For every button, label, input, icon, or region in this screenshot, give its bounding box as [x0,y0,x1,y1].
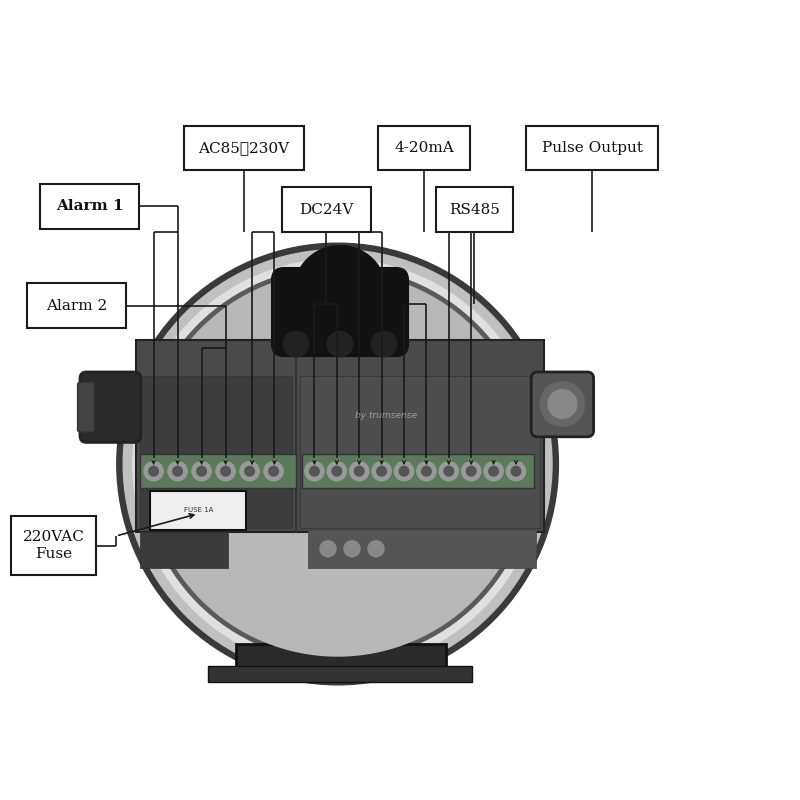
Circle shape [368,541,384,557]
Circle shape [350,462,369,481]
Circle shape [540,382,585,426]
FancyBboxPatch shape [140,532,228,568]
Circle shape [422,466,431,476]
Circle shape [149,466,158,476]
Circle shape [332,466,342,476]
Circle shape [354,466,364,476]
Text: DC24V: DC24V [299,202,354,217]
Circle shape [305,462,324,481]
Circle shape [399,466,409,476]
Text: Alarm 2: Alarm 2 [46,298,107,313]
Circle shape [462,462,481,481]
Text: Pulse Output: Pulse Output [542,141,642,155]
FancyBboxPatch shape [27,283,126,328]
Text: by trumsense: by trumsense [354,411,417,421]
Circle shape [484,462,503,481]
Circle shape [216,462,235,481]
FancyBboxPatch shape [140,376,292,528]
Circle shape [394,462,414,481]
Text: 4-20mA: 4-20mA [394,141,454,155]
FancyBboxPatch shape [236,644,446,676]
Circle shape [489,466,498,476]
Circle shape [511,466,521,476]
Circle shape [283,331,309,357]
Circle shape [123,250,552,678]
FancyBboxPatch shape [378,126,470,170]
FancyBboxPatch shape [282,187,370,232]
FancyBboxPatch shape [531,372,594,437]
FancyBboxPatch shape [40,184,139,229]
FancyBboxPatch shape [78,382,94,432]
FancyBboxPatch shape [302,454,534,488]
FancyBboxPatch shape [150,491,246,530]
FancyBboxPatch shape [436,187,513,232]
Circle shape [439,462,458,481]
FancyBboxPatch shape [80,372,141,442]
Circle shape [344,541,360,557]
Circle shape [327,462,346,481]
FancyBboxPatch shape [308,530,536,568]
Circle shape [133,259,542,669]
FancyBboxPatch shape [11,516,96,575]
Text: FUSE 1A: FUSE 1A [184,507,213,514]
Circle shape [269,466,278,476]
FancyBboxPatch shape [136,340,544,532]
Circle shape [146,272,530,656]
Circle shape [310,466,319,476]
Circle shape [197,466,206,476]
Circle shape [320,541,336,557]
Circle shape [192,462,211,481]
Circle shape [264,462,283,481]
Circle shape [221,466,230,476]
Circle shape [444,466,454,476]
FancyBboxPatch shape [300,376,540,528]
Circle shape [372,462,391,481]
FancyBboxPatch shape [208,666,472,682]
Circle shape [294,246,386,338]
Circle shape [173,466,182,476]
Circle shape [144,462,163,481]
Text: 220VAC
Fuse: 220VAC Fuse [22,530,85,562]
FancyBboxPatch shape [272,268,408,356]
Circle shape [506,462,526,481]
FancyBboxPatch shape [526,126,658,170]
Circle shape [168,462,187,481]
Circle shape [327,331,353,357]
FancyBboxPatch shape [140,454,296,488]
Text: AC85～230V: AC85～230V [198,141,290,155]
Circle shape [548,390,577,418]
Circle shape [371,331,397,357]
Circle shape [377,466,386,476]
Circle shape [240,462,259,481]
Circle shape [245,466,254,476]
Circle shape [117,243,558,685]
Circle shape [466,466,476,476]
Circle shape [141,267,534,661]
Text: Alarm 1: Alarm 1 [56,199,123,214]
FancyBboxPatch shape [184,126,304,170]
Circle shape [417,462,436,481]
Text: RS485: RS485 [449,202,500,217]
